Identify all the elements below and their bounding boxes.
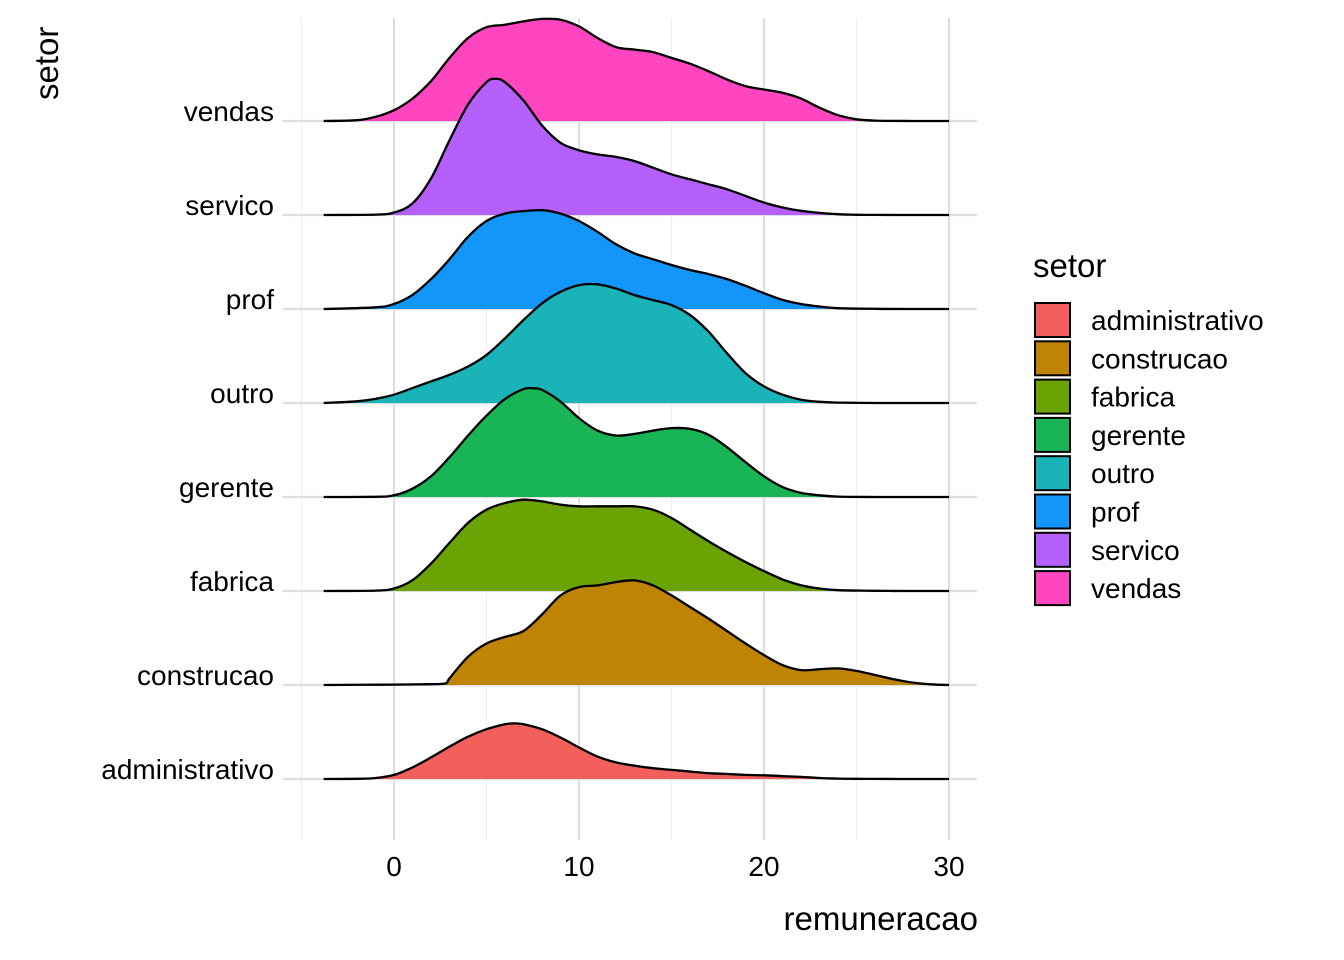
ridge-outline-gerente xyxy=(323,386,950,499)
legend-item-gerente: gerente xyxy=(1034,416,1186,453)
ridges-layer xyxy=(323,17,950,781)
legend-label: gerente xyxy=(1091,420,1186,451)
ridge-outline-outro xyxy=(323,282,949,405)
legend-swatch xyxy=(1034,340,1071,377)
ridge-outline-fabrica xyxy=(323,498,949,593)
legend-item-fabrica: fabrica xyxy=(1034,378,1175,415)
legend-item-prof: prof xyxy=(1034,493,1139,530)
ridge-area-construcao xyxy=(323,580,949,685)
legend-items: administrativo construcao fabrica gerente ou… xyxy=(1034,302,1264,607)
legend-swatch xyxy=(1034,531,1071,568)
legend-label: prof xyxy=(1091,497,1139,528)
ridge-outline-construcao xyxy=(323,579,950,687)
legend-swatch xyxy=(1034,378,1071,415)
legend-label: outro xyxy=(1091,458,1155,489)
legend-item-outro: outro xyxy=(1034,455,1155,492)
y-tick-label-fabrica: fabrica xyxy=(190,566,274,597)
ridge-area-administrativo xyxy=(323,723,949,779)
ridge-outro xyxy=(323,282,949,405)
x-tick-label: 20 xyxy=(748,851,779,882)
legend: setor administrativo construcao fabrica ger… xyxy=(1033,247,1264,607)
y-tick-label-outro: outro xyxy=(210,378,274,409)
legend-label: administrativo xyxy=(1091,305,1264,336)
ridge-construcao xyxy=(323,579,950,687)
ridge-area-prof xyxy=(323,210,949,309)
y-axis-title: setor xyxy=(28,27,65,100)
legend-swatch xyxy=(1034,302,1071,338)
y-tick-label-servico: servico xyxy=(185,190,274,221)
legend-item-administrativo: administrativo xyxy=(1034,302,1264,338)
y-tick-labels: administrativo construcao fabrica gerente ou… xyxy=(101,96,274,785)
ridge-outline-servico xyxy=(323,77,949,217)
legend-label: fabrica xyxy=(1091,382,1175,413)
ridge-gerente xyxy=(323,386,950,499)
x-tick-label: 30 xyxy=(933,851,964,882)
x-axis-title: remuneracao xyxy=(784,900,978,937)
ridge-outline-administrativo xyxy=(323,722,949,781)
ridge-administrativo xyxy=(323,722,949,781)
y-tick-label-gerente: gerente xyxy=(179,472,274,503)
ridge-area-gerente xyxy=(323,387,949,497)
ridge-outline-prof xyxy=(323,208,949,311)
y-tick-label-administrativo: administrativo xyxy=(101,754,274,785)
ridge-prof xyxy=(323,208,949,311)
ridge-outline-vendas xyxy=(323,17,949,123)
legend-item-construcao: construcao xyxy=(1034,340,1228,377)
ridge-vendas xyxy=(323,17,949,123)
ridge-area-fabrica xyxy=(323,499,949,591)
legend-swatch xyxy=(1034,570,1071,607)
legend-item-servico: servico xyxy=(1034,531,1180,568)
ridge-servico xyxy=(323,77,949,217)
ridge-area-outro xyxy=(323,284,949,403)
x-tick-labels: 0 10 20 30 xyxy=(386,851,964,882)
legend-label: servico xyxy=(1091,535,1180,566)
x-tick-label: 0 xyxy=(386,851,402,882)
ridge-area-servico xyxy=(323,78,949,215)
x-tick-label: 10 xyxy=(563,851,594,882)
legend-label: construcao xyxy=(1091,343,1228,374)
y-tick-label-construcao: construcao xyxy=(137,660,274,691)
legend-title: setor xyxy=(1033,247,1106,284)
ridge-fabrica xyxy=(323,498,949,593)
legend-swatch xyxy=(1034,416,1071,453)
y-tick-label-prof: prof xyxy=(226,284,274,315)
legend-swatch xyxy=(1034,455,1071,492)
y-tick-label-vendas: vendas xyxy=(184,96,274,127)
ridge-area-vendas xyxy=(323,18,949,121)
legend-swatch xyxy=(1034,493,1071,530)
legend-label: vendas xyxy=(1091,573,1181,604)
grid-layer xyxy=(283,18,977,840)
legend-item-vendas: vendas xyxy=(1034,570,1181,607)
